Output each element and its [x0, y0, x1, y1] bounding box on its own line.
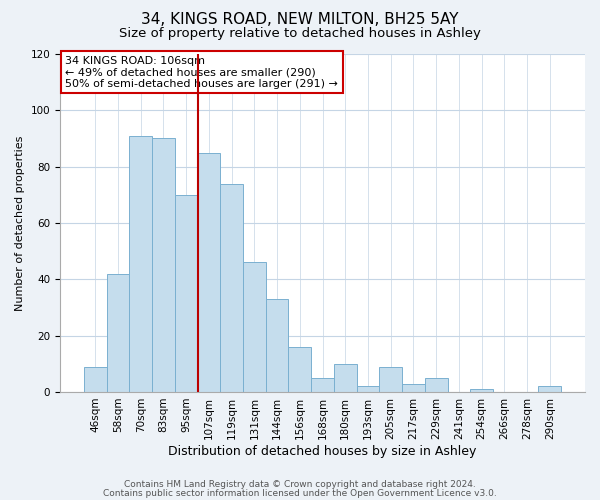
Bar [175, 195, 197, 392]
Text: 34 KINGS ROAD: 106sqm
← 49% of detached houses are smaller (290)
50% of semi-det: 34 KINGS ROAD: 106sqm ← 49% of detached … [65, 56, 338, 89]
Bar [197, 152, 220, 392]
Bar [425, 378, 448, 392]
Bar [243, 262, 266, 392]
Bar [470, 389, 493, 392]
Bar [289, 347, 311, 392]
Bar [356, 386, 379, 392]
Bar [379, 366, 402, 392]
Text: Contains HM Land Registry data © Crown copyright and database right 2024.: Contains HM Land Registry data © Crown c… [124, 480, 476, 489]
Bar [152, 138, 175, 392]
Bar [107, 274, 130, 392]
Text: Size of property relative to detached houses in Ashley: Size of property relative to detached ho… [119, 28, 481, 40]
Bar [130, 136, 152, 392]
Bar [538, 386, 561, 392]
Bar [266, 299, 289, 392]
Bar [84, 366, 107, 392]
X-axis label: Distribution of detached houses by size in Ashley: Distribution of detached houses by size … [169, 444, 477, 458]
Bar [334, 364, 356, 392]
Bar [220, 184, 243, 392]
Y-axis label: Number of detached properties: Number of detached properties [15, 136, 25, 310]
Text: Contains public sector information licensed under the Open Government Licence v3: Contains public sector information licen… [103, 489, 497, 498]
Bar [311, 378, 334, 392]
Bar [402, 384, 425, 392]
Text: 34, KINGS ROAD, NEW MILTON, BH25 5AY: 34, KINGS ROAD, NEW MILTON, BH25 5AY [141, 12, 459, 28]
